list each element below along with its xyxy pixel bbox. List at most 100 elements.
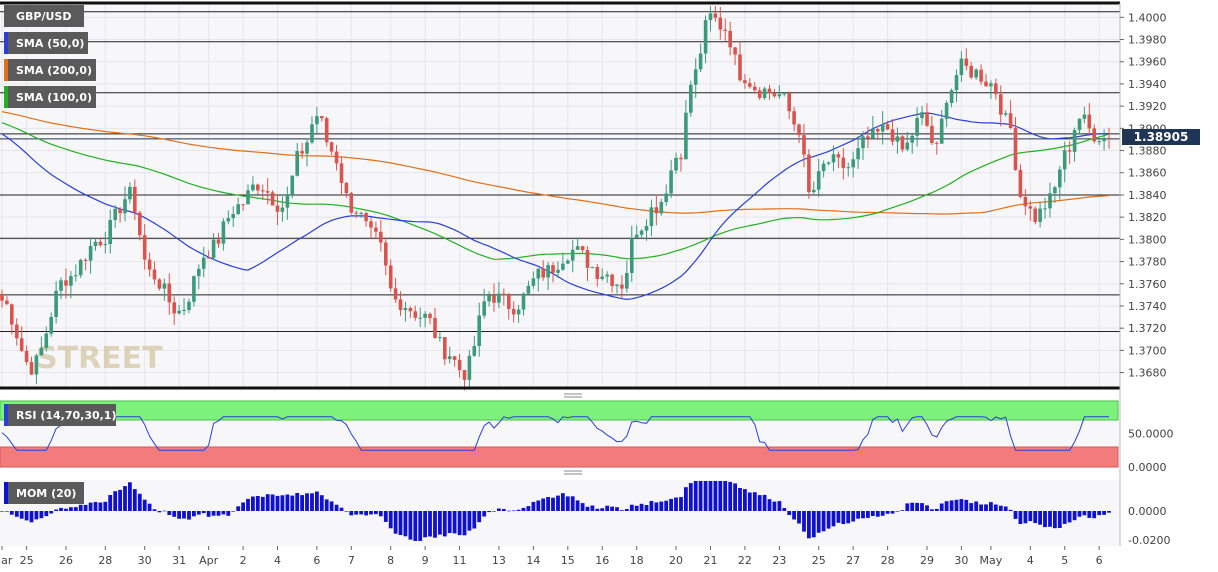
momentum-bar <box>177 511 181 519</box>
candle-body <box>0 295 4 301</box>
momentum-bar <box>561 493 565 511</box>
momentum-bar <box>738 488 742 511</box>
momentum-bar <box>910 502 915 511</box>
candle-body <box>329 142 334 152</box>
candle-body <box>226 218 231 222</box>
candle-body <box>221 221 226 244</box>
candle-body <box>324 118 329 143</box>
candle-body <box>954 75 959 91</box>
momentum-bar <box>930 509 934 511</box>
candle-body <box>1008 113 1013 128</box>
momentum-bar <box>1097 511 1102 516</box>
legend-sma-200[interactable]: SMA (200,0) <box>4 59 96 81</box>
momentum-bar <box>315 491 319 511</box>
candle-body <box>354 212 358 214</box>
candle-body <box>147 259 152 270</box>
candle-body <box>1107 137 1111 139</box>
candle-body <box>767 88 772 94</box>
candle-body <box>630 237 634 273</box>
momentum-bar <box>280 495 285 511</box>
momentum-bar <box>925 505 929 511</box>
momentum-bar <box>723 481 728 511</box>
rsi-line <box>1 416 1109 451</box>
legend-sma-50[interactable]: SMA (50,0) <box>4 32 88 54</box>
momentum-bar <box>974 501 979 511</box>
momentum-bar <box>438 511 442 535</box>
momentum-bar <box>187 511 191 520</box>
momentum-bar <box>1003 506 1008 511</box>
momentum-bar <box>231 511 236 512</box>
candle-body <box>177 310 181 314</box>
last-price-tag: 1.38905 <box>1122 129 1200 145</box>
candle-body <box>585 250 590 268</box>
candle-body <box>428 313 432 319</box>
momentum-bar <box>703 481 708 511</box>
price-tick-label: 1.3740 <box>1128 300 1167 313</box>
price-tick-label: 1.3780 <box>1128 256 1167 269</box>
candle-body <box>83 259 88 261</box>
momentum-bar <box>565 496 570 511</box>
legend-mom[interactable]: MOM (20) <box>4 482 84 504</box>
price-tick-label: 1.3760 <box>1128 278 1167 291</box>
candle-body <box>1018 169 1023 197</box>
candle-body <box>251 184 255 191</box>
candle-body <box>256 184 260 191</box>
momentum-bar <box>654 502 659 511</box>
candle-body <box>905 142 910 150</box>
momentum-bar <box>816 511 821 533</box>
momentum-bar <box>610 506 614 511</box>
candle-body <box>477 315 481 346</box>
momentum-bar <box>418 511 423 541</box>
momentum-bar <box>585 506 590 511</box>
legend-symbol[interactable]: GBP/USD <box>4 5 84 27</box>
momentum-bar <box>752 492 757 511</box>
candle-body <box>98 241 103 246</box>
candle-body <box>231 214 235 219</box>
momentum-bar <box>236 506 241 511</box>
candle-body <box>492 295 496 303</box>
momentum-bar <box>807 511 811 539</box>
candle-body <box>359 213 363 214</box>
time-tick-label: Apr <box>199 554 219 567</box>
momentum-bar <box>167 511 172 515</box>
candle-body <box>541 268 545 278</box>
splitter-handle-1[interactable] <box>564 393 582 398</box>
candle-body <box>438 337 442 339</box>
candle-body <box>728 30 732 48</box>
candle-body <box>969 65 973 78</box>
time-tick-label: 8 <box>387 554 394 567</box>
candle-body <box>403 307 408 311</box>
sma-100-line <box>1 122 1110 260</box>
candle-body <box>44 333 49 348</box>
candle-body <box>206 257 211 259</box>
time-tick-label: 28 <box>98 554 112 567</box>
candle-body <box>10 304 14 325</box>
candle-body <box>1028 206 1033 209</box>
candle-body <box>384 242 388 266</box>
momentum-bar <box>275 495 280 511</box>
candle-body <box>423 313 427 318</box>
candle-body <box>787 93 791 112</box>
candle-body <box>187 301 191 310</box>
momentum-bar <box>413 511 418 541</box>
momentum-bar <box>989 502 993 511</box>
candle-body <box>142 235 147 260</box>
momentum-bar <box>388 511 393 529</box>
time-tick-label: 6 <box>1096 554 1103 567</box>
candle-body <box>959 58 964 76</box>
momentum-bar <box>1072 511 1077 521</box>
legend-sma-100[interactable]: SMA (100,0) <box>4 86 96 108</box>
candle-body <box>443 337 447 360</box>
legend-rsi[interactable]: RSI (14,70,30,1) <box>4 404 116 426</box>
momentum-bar <box>895 511 900 512</box>
time-tick-label: 16 <box>595 554 609 567</box>
candle-body <box>757 90 762 98</box>
candle-body <box>487 295 491 302</box>
time-tick-label: 9 <box>422 554 429 567</box>
splitter-handle-2[interactable] <box>564 470 582 475</box>
momentum-bar <box>920 503 924 511</box>
momentum-bar <box>846 511 851 524</box>
momentum-bar <box>44 511 49 517</box>
candle-body <box>290 175 295 195</box>
candle-body <box>689 84 693 113</box>
